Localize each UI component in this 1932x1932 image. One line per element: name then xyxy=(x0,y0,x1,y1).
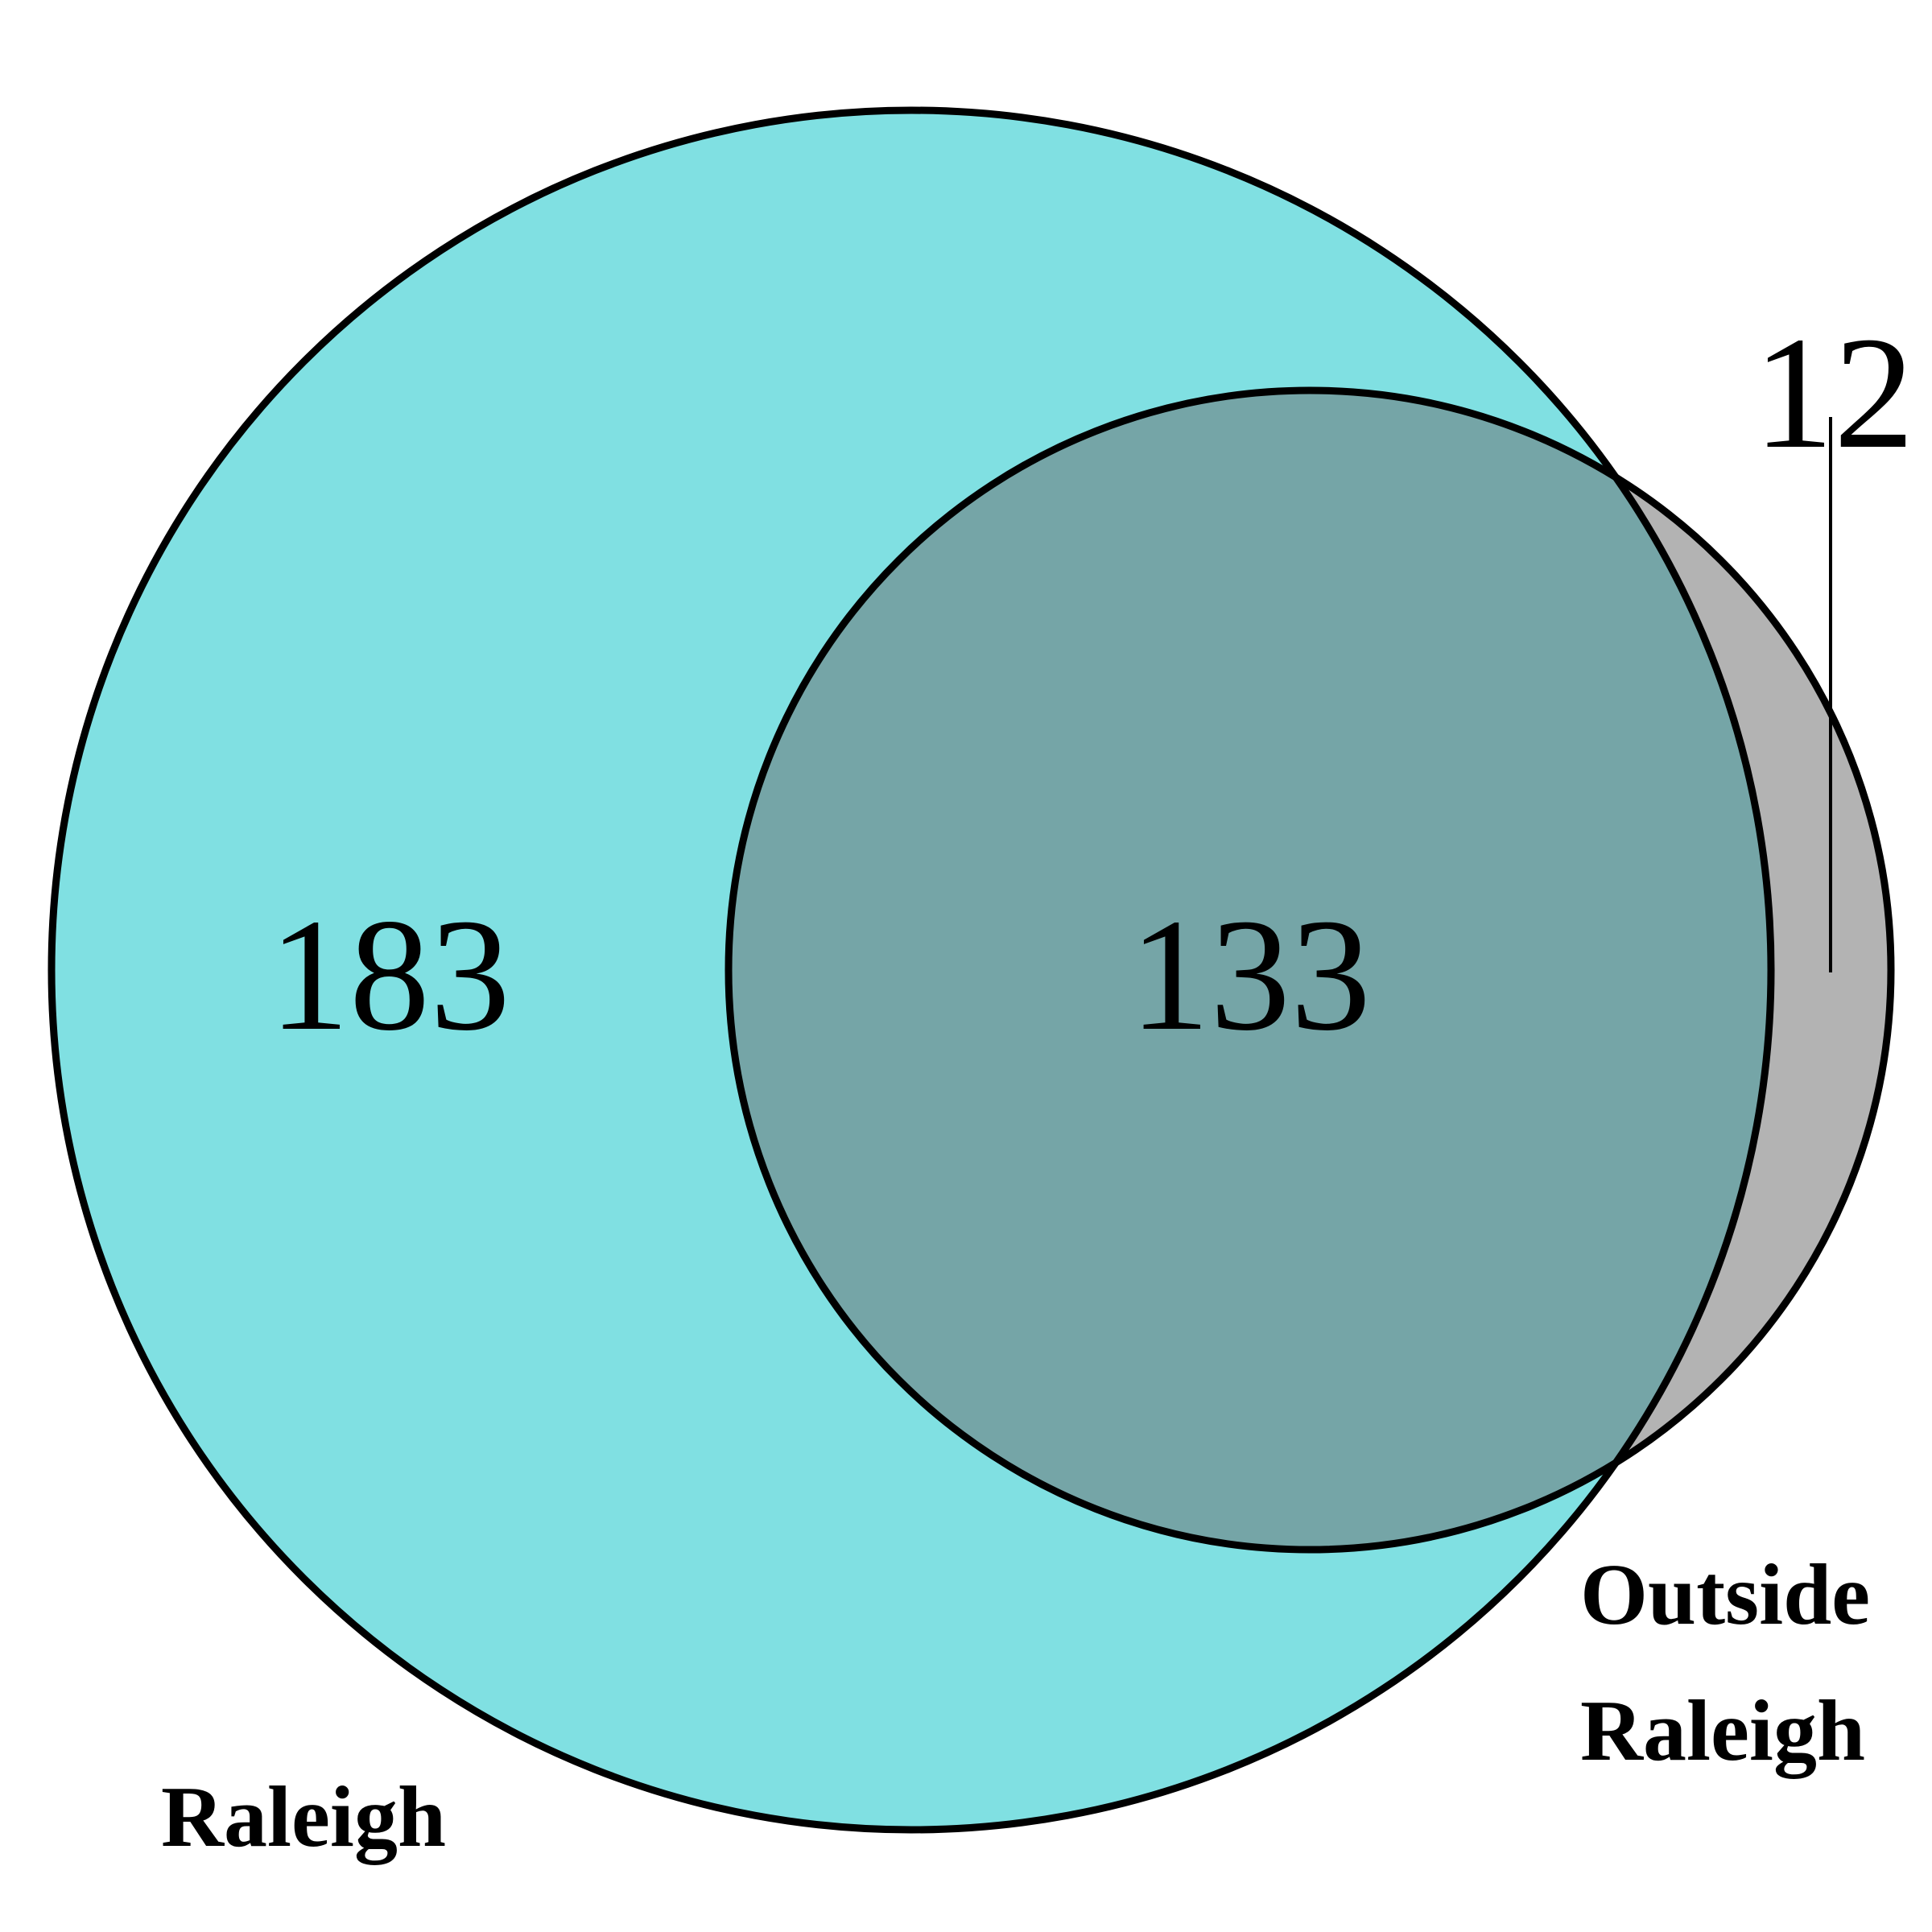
outside-raleigh-label-line2: Raleigh xyxy=(1580,1683,1865,1779)
raleigh-only-count: 183 xyxy=(269,886,510,1064)
intersection-count: 133 xyxy=(1129,886,1371,1064)
outside-raleigh-only-count: 12 xyxy=(1753,304,1914,482)
outside-raleigh-set-outline xyxy=(724,386,1895,1554)
raleigh-set-label: Raleigh xyxy=(161,1769,446,1865)
intersection-region-fill xyxy=(729,390,1771,1550)
outside-raleigh-label-line1: Outside xyxy=(1580,1547,1870,1643)
raleigh-set-outline xyxy=(47,106,1775,1834)
